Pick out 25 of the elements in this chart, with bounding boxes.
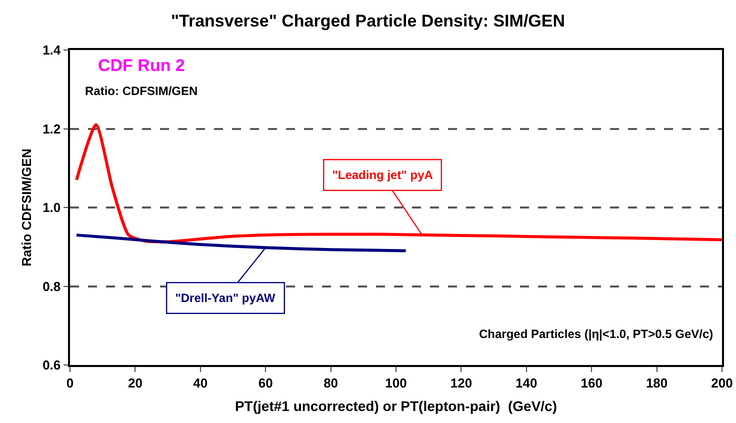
x-tick-label: 140 bbox=[516, 375, 538, 390]
annotation: CDF Run 2 bbox=[98, 56, 185, 75]
x-tick-label: 120 bbox=[450, 375, 472, 390]
annotation: Ratio: CDFSIM/GEN bbox=[85, 84, 198, 98]
y-tick-label: 0.6 bbox=[42, 358, 61, 373]
x-tick-label: 0 bbox=[66, 375, 74, 390]
line-series bbox=[75, 123, 722, 244]
y-tick-label: 1.2 bbox=[42, 121, 61, 136]
y-axis-title: Ratio CDFSIM/GEN bbox=[19, 148, 34, 266]
x-tick-label: 20 bbox=[128, 375, 142, 390]
y-tick-label: 1.0 bbox=[42, 200, 61, 216]
chart-title: "Transverse" Charged Particle Density: SIM/GEN bbox=[170, 12, 566, 31]
y-tick-label: 0.8 bbox=[42, 278, 61, 294]
x-tick-label: 100 bbox=[385, 375, 407, 390]
x-tick-label: 80 bbox=[324, 375, 338, 390]
annotation: "Leading jet" pyA bbox=[332, 168, 434, 182]
x-tick-label: 40 bbox=[193, 375, 208, 390]
x-tick-label: 60 bbox=[258, 375, 273, 390]
x-tick-label: 200 bbox=[711, 375, 733, 390]
x-tick-label: 160 bbox=[580, 375, 602, 390]
x-tick-label: 180 bbox=[646, 375, 668, 390]
y-tick-label: 1.4 bbox=[42, 42, 62, 58]
annotation: Charged Particles (|η|<1.0, PT>0.5 GeV/c) bbox=[479, 327, 714, 341]
annotation: "Drell-Yan" pyAW bbox=[175, 291, 276, 306]
x-axis-title: PT(jet#1 uncorrected) or PT(lepton-pair) (GeV/c) bbox=[234, 398, 558, 414]
